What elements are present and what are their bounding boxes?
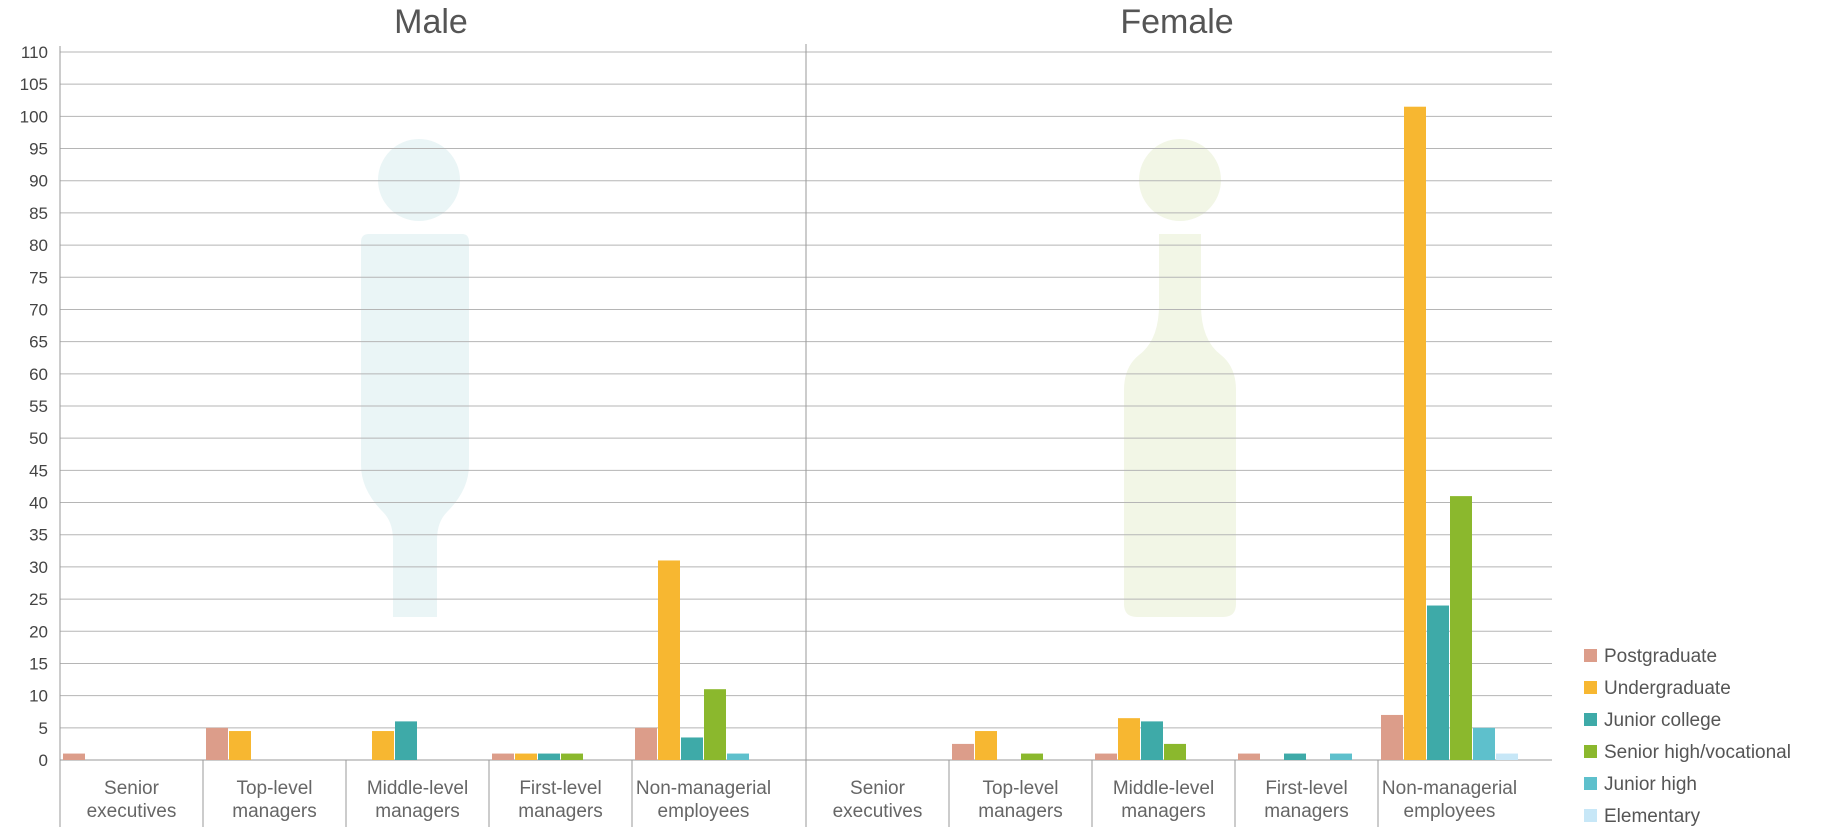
bar-junior-college — [538, 753, 560, 760]
category-label: managers — [1121, 801, 1206, 822]
legend-swatch — [1584, 649, 1597, 662]
bar-undergraduate — [1404, 106, 1426, 760]
labels-layer: 0 5 10 15 20 25 30 35 40 45 50 55 60 65 70 75 80 85 90 95 10… — [20, 3, 1517, 822]
y-tick-label: 35 — [29, 526, 48, 545]
bar-junior-high — [727, 753, 749, 760]
category-label: managers — [978, 801, 1063, 822]
y-tick-label: 50 — [29, 429, 48, 448]
panel-title-female: Female — [1120, 3, 1233, 41]
bar-postgraduate — [492, 753, 514, 760]
bar-senior-high-vocational — [1450, 496, 1472, 760]
category-label: employees — [1404, 801, 1496, 822]
y-tick-label: 15 — [29, 654, 48, 673]
legend-label: Postgraduate — [1604, 646, 1717, 667]
category-label: executives — [87, 801, 177, 822]
y-tick-label: 0 — [39, 751, 48, 770]
bar-postgraduate — [206, 727, 228, 760]
category-label: Senior — [850, 778, 906, 799]
panel-title-male: Male — [394, 3, 468, 41]
y-tick-label: 10 — [29, 687, 48, 706]
y-tick-label: 70 — [29, 300, 48, 319]
legend-swatch — [1584, 681, 1597, 694]
category-label: Non-managerial — [636, 778, 771, 799]
y-tick-label: 30 — [29, 558, 48, 577]
bar-postgraduate — [635, 727, 657, 760]
bar-junior-college — [1427, 605, 1449, 760]
bar-undergraduate — [975, 731, 997, 760]
legend-swatch — [1584, 809, 1597, 822]
legend-label: Elementary — [1604, 806, 1701, 827]
legend-label: Senior high/vocational — [1604, 742, 1791, 763]
bar-undergraduate — [658, 560, 680, 760]
category-label: Middle-level — [1113, 778, 1214, 799]
bar-postgraduate — [1238, 753, 1260, 760]
legend-swatch — [1584, 713, 1597, 726]
bar-senior-high-vocational — [704, 689, 726, 760]
legend-label: Undergraduate — [1604, 678, 1731, 699]
bar-junior-college — [395, 721, 417, 760]
legend-label: Junior high — [1604, 774, 1697, 795]
bar-postgraduate — [1095, 753, 1117, 760]
category-label: executives — [833, 801, 923, 822]
y-tick-label: 75 — [29, 268, 48, 287]
y-tick-label: 110 — [21, 43, 48, 62]
y-tick-label: 95 — [29, 140, 48, 159]
male-figure-icon — [361, 139, 469, 617]
y-tick-label: 100 — [20, 107, 48, 126]
category-label: First-level — [1265, 778, 1347, 799]
category-label: Middle-level — [367, 778, 468, 799]
y-tick-label: 20 — [29, 622, 48, 641]
y-tick-label: 65 — [29, 333, 48, 352]
y-tick-label: 25 — [29, 590, 48, 609]
category-label: managers — [518, 801, 603, 822]
y-tick-label: 85 — [29, 204, 48, 223]
bar-junior-high — [1473, 727, 1495, 760]
bar-senior-high-vocational — [561, 753, 583, 760]
bars-layer — [63, 106, 1518, 760]
category-label: employees — [658, 801, 750, 822]
bar-undergraduate — [372, 731, 394, 760]
category-label: First-level — [519, 778, 601, 799]
category-label: managers — [232, 801, 317, 822]
bar-elementary — [1496, 753, 1518, 760]
category-label: Non-managerial — [1382, 778, 1517, 799]
bar-junior-college — [1284, 753, 1306, 760]
bar-senior-high-vocational — [1021, 753, 1043, 760]
bar-undergraduate — [515, 753, 537, 760]
y-tick-label: 45 — [29, 461, 48, 480]
bar-junior-high — [1330, 753, 1352, 760]
female-figure-icon — [1124, 139, 1236, 617]
bar-undergraduate — [1118, 718, 1140, 760]
axis-layer — [59, 44, 1379, 827]
category-label: managers — [375, 801, 460, 822]
category-label: managers — [1264, 801, 1349, 822]
legend-label: Junior college — [1604, 710, 1721, 731]
bar-postgraduate — [952, 743, 974, 760]
y-tick-label: 80 — [29, 236, 48, 255]
legend-swatch — [1584, 745, 1597, 758]
bar-postgraduate — [1381, 714, 1403, 760]
category-label: Senior — [104, 778, 160, 799]
bar-postgraduate — [63, 753, 85, 760]
y-tick-label: 40 — [29, 494, 48, 513]
y-tick-label: 60 — [29, 365, 48, 384]
y-tick-label: 90 — [29, 172, 48, 191]
category-label: Top-level — [982, 778, 1058, 799]
bar-senior-high-vocational — [1164, 743, 1186, 760]
bar-junior-college — [1141, 721, 1163, 760]
bar-undergraduate — [229, 731, 251, 760]
y-tick-label: 5 — [39, 719, 48, 738]
category-label: Top-level — [236, 778, 312, 799]
y-tick-label: 105 — [20, 75, 48, 94]
legend-swatch — [1584, 777, 1597, 790]
legend: Postgraduate Undergraduate Junior college S… — [1584, 646, 1791, 827]
y-tick-label: 55 — [29, 397, 48, 416]
bar-junior-college — [681, 737, 703, 760]
